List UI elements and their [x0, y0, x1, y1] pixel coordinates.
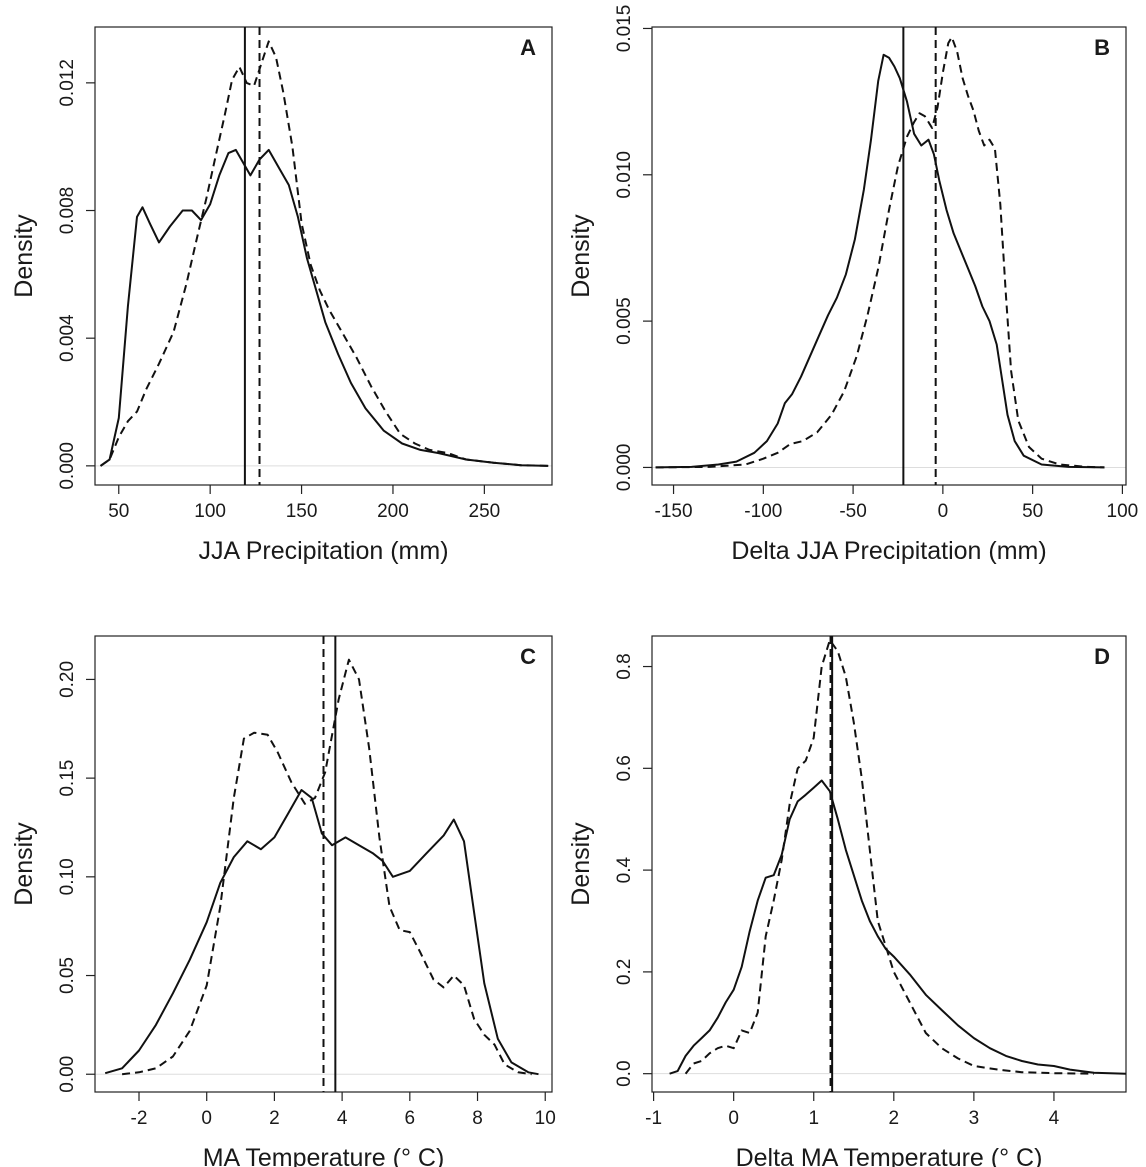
solid-density-curve: [104, 789, 539, 1076]
x-tick-label: -2: [131, 1108, 148, 1129]
solid-density-curve: [655, 53, 1105, 469]
x-tick-label: 0: [938, 501, 949, 522]
y-tick-label: 0.015: [614, 5, 635, 53]
dashed-density-curve: [121, 658, 532, 1076]
x-tick-label: 50: [1022, 501, 1043, 522]
y-tick-label: 0.8: [614, 653, 635, 679]
solid-density-curve: [669, 779, 1127, 1075]
plot-frame: [94, 26, 553, 486]
y-tick-label: 0.005: [614, 297, 635, 345]
x-tick-label: 3: [969, 1108, 980, 1129]
x-axis-title: JJA Precipitation (mm): [198, 537, 448, 565]
panel-a: 50 100 150 200 250 0.000 0.004 0.008 0.012 JJA Pr…: [10, 26, 553, 565]
y-tick-label: 0.008: [57, 187, 78, 235]
y-tick-label: 0.20: [57, 661, 78, 698]
y-tick-label: 0.012: [57, 59, 78, 107]
y-tick-label: 0.000: [57, 442, 78, 490]
y-tick-label: 0.10: [57, 858, 78, 895]
panel-letter: C: [520, 644, 536, 669]
plot-frame: [651, 635, 1127, 1093]
y-tick-label: 0.15: [57, 760, 78, 797]
x-tick-label: 0: [201, 1108, 212, 1129]
plot-frame: [651, 26, 1127, 486]
dashed-density-curve: [655, 36, 1105, 469]
panel-letter: B: [1094, 35, 1110, 60]
x-tick-label: 10: [535, 1108, 556, 1129]
y-tick-label: 0.0: [614, 1060, 635, 1086]
x-tick-label: -1: [645, 1108, 662, 1129]
x-axis-title: Delta JJA Precipitation (mm): [731, 537, 1046, 565]
y-axis-title: Density: [567, 214, 595, 298]
y-axis-title: Density: [10, 822, 38, 906]
x-tick-label: 4: [337, 1108, 348, 1129]
x-tick-label: 2: [889, 1108, 900, 1129]
x-tick-label: 200: [377, 501, 409, 522]
y-tick-label: 0.000: [614, 444, 635, 492]
solid-density-curve: [99, 148, 549, 467]
x-tick-label: 50: [108, 501, 129, 522]
y-tick-label: 0.6: [614, 755, 635, 781]
x-tick-label: 6: [405, 1108, 416, 1129]
dashed-density-curve: [684, 639, 1095, 1075]
x-tick-label: 0: [728, 1108, 739, 1129]
x-tick-label: -50: [839, 501, 866, 522]
x-tick-label: 250: [469, 501, 501, 522]
y-tick-label: 0.004: [57, 314, 78, 362]
y-axis-title: Density: [567, 822, 595, 906]
y-tick-label: 0.010: [614, 151, 635, 199]
y-axis-title: Density: [10, 214, 38, 298]
y-tick-label: 0.4: [614, 856, 635, 883]
y-tick-label: 0.00: [57, 1056, 78, 1093]
x-tick-label: 150: [286, 501, 318, 522]
x-axis-title: Delta MA Temperature (° C): [736, 1144, 1043, 1167]
panel-d: -1 0 1 2 3 4 0.0 0.2 0.4 0.6 0.8 Delta MA Temperatu…: [567, 635, 1127, 1167]
x-tick-label: 1: [808, 1108, 819, 1129]
panel-b: -150 -100 -50 0 50 100 0.000 0.005 0.010 0.015 Del…: [567, 5, 1138, 565]
panel-letter: A: [520, 35, 536, 60]
y-tick-label: 0.05: [57, 957, 78, 994]
x-tick-label: 8: [472, 1108, 483, 1129]
dashed-density-curve: [99, 40, 549, 467]
x-tick-label: -100: [744, 501, 782, 522]
x-tick-label: -150: [655, 501, 693, 522]
y-tick-label: 0.2: [614, 959, 635, 985]
panel-letter: D: [1094, 644, 1110, 669]
panel-c: -2 0 2 4 6 8 10 0.00 0.05 0.10 0.15 0.20 MA Temperat…: [10, 635, 556, 1167]
x-tick-label: 2: [269, 1108, 280, 1129]
x-axis-title: MA Temperature (° C): [203, 1144, 445, 1167]
x-tick-label: 100: [194, 501, 226, 522]
x-tick-label: 4: [1049, 1108, 1060, 1129]
x-tick-label: 100: [1107, 501, 1139, 522]
